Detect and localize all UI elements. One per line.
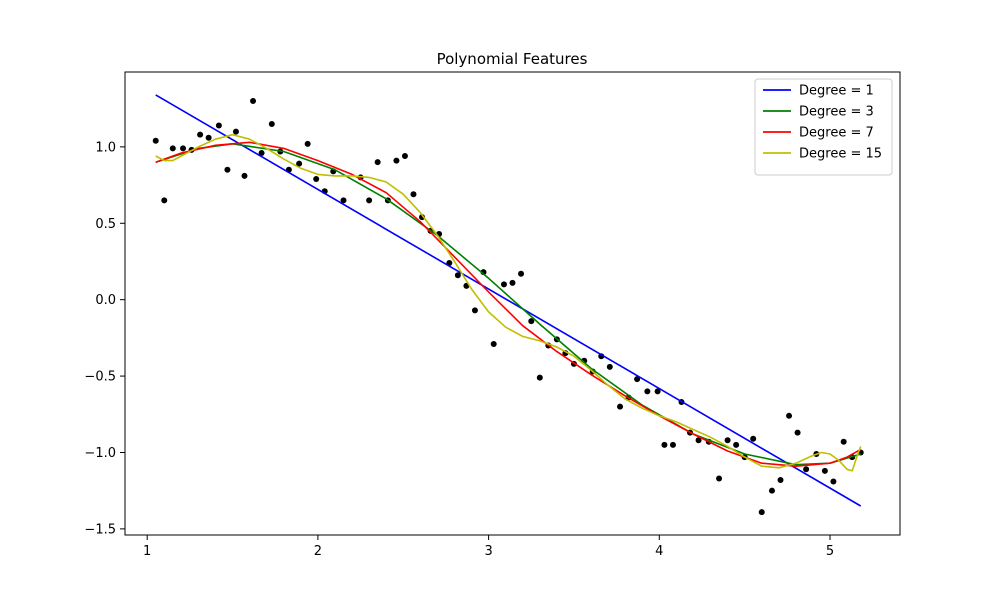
legend-label-0: Degree = 1: [799, 84, 874, 99]
data-point: [152, 137, 159, 144]
x-tick-label: 2: [314, 544, 322, 559]
data-point: [536, 374, 543, 381]
data-point: [794, 429, 801, 436]
data-point: [374, 159, 381, 166]
data-point: [528, 318, 535, 325]
data-point: [617, 403, 624, 410]
data-point: [733, 441, 740, 448]
data-point: [821, 467, 828, 474]
y-tick-label: 0.0: [95, 293, 116, 308]
data-point: [410, 191, 417, 198]
y-axis: −1.5 −1.0 −0.5 0.0 0.5 1.0: [84, 140, 125, 537]
x-tick-label: 4: [655, 544, 663, 559]
data-point: [500, 281, 507, 288]
data-point: [471, 307, 478, 314]
data-point: [215, 122, 222, 129]
data-point: [768, 487, 775, 494]
data-point: [258, 149, 265, 156]
x-tick-label: 5: [826, 544, 834, 559]
data-point: [313, 175, 320, 182]
data-point: [366, 197, 373, 204]
data-point: [758, 509, 765, 516]
data-point: [401, 153, 408, 160]
data-point: [840, 438, 847, 445]
data-point: [661, 441, 668, 448]
series-line-3: [155, 133, 862, 472]
data-point: [830, 478, 837, 485]
data-point: [654, 388, 661, 395]
legend-box: [754, 78, 893, 176]
y-tick-label: −1.5: [84, 522, 116, 537]
data-point: [490, 340, 497, 347]
data-point: [250, 98, 257, 105]
data-point: [695, 437, 702, 444]
data-point: [724, 437, 731, 444]
data-point: [205, 134, 212, 141]
data-point: [232, 128, 239, 135]
data-point: [803, 466, 810, 473]
plot-frame: [124, 71, 901, 536]
x-tick-label: 1: [143, 544, 151, 559]
series-line-2: [155, 141, 862, 468]
series-line-0: [155, 94, 862, 507]
data-point: [454, 272, 461, 279]
data-point: [241, 172, 248, 179]
data-point: [161, 197, 168, 204]
data-point: [518, 270, 525, 277]
legend: Degree = 1 Degree = 3 Degree = 7 Degree = 1…: [754, 78, 893, 176]
data-point: [786, 412, 793, 419]
series-line-1: [155, 143, 861, 466]
data-point: [716, 475, 723, 482]
data-point: [669, 441, 676, 448]
chart-title: Polynomial Features: [437, 50, 588, 68]
legend-label-1: Degree = 3: [799, 105, 874, 120]
data-point: [393, 157, 400, 164]
y-tick-label: −1.0: [84, 446, 116, 461]
data-point: [340, 197, 347, 204]
data-point: [304, 140, 311, 147]
y-tick-label: −0.5: [84, 370, 116, 385]
data-point: [169, 145, 176, 152]
y-tick-label: 1.0: [95, 140, 116, 155]
lines-layer: [155, 94, 862, 507]
data-point: [777, 476, 784, 483]
data-point: [634, 376, 641, 383]
x-axis: 1 2 3 4 5: [143, 535, 834, 559]
legend-label-2: Degree = 7: [799, 126, 874, 141]
data-point: [224, 166, 231, 173]
data-point: [268, 120, 275, 127]
x-tick-label: 3: [484, 544, 492, 559]
data-point: [296, 160, 303, 167]
data-point: [750, 435, 757, 442]
data-point: [606, 363, 613, 370]
data-point: [197, 131, 204, 138]
data-point: [644, 388, 651, 395]
data-point: [180, 145, 187, 152]
legend-label-3: Degree = 15: [799, 147, 882, 162]
data-point: [509, 279, 516, 286]
y-tick-label: 0.5: [95, 217, 116, 232]
